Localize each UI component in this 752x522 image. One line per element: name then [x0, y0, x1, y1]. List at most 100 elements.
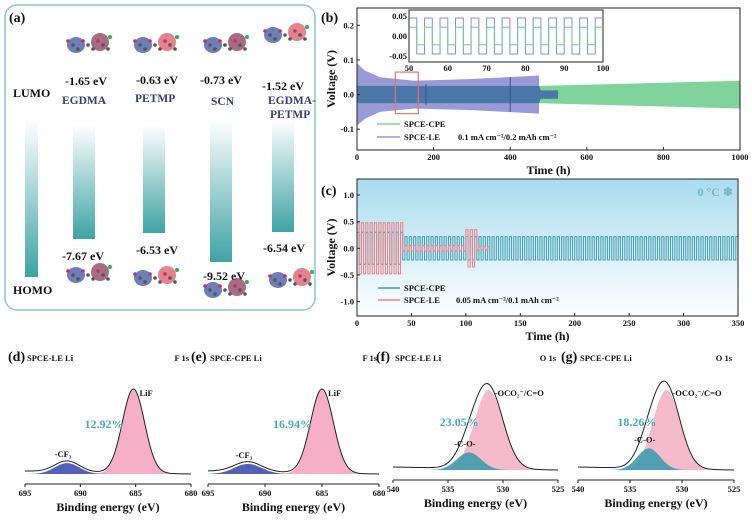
- orbital-lobe: [67, 267, 85, 283]
- atom: [293, 29, 297, 33]
- orbital-lobe: [204, 282, 222, 298]
- atom: [148, 272, 152, 276]
- orbital-lobe: [269, 272, 287, 288]
- y-tick-label: -1.0: [341, 297, 354, 307]
- x-axis-title: Binding energy (eV): [242, 500, 345, 514]
- inset-y-tick-label: -0.05: [389, 51, 407, 61]
- panel-label: (f): [376, 350, 390, 365]
- inset-series-line: [409, 17, 603, 55]
- peak-fit-area: [393, 452, 558, 470]
- atom: [278, 29, 282, 33]
- x-tick-label: 150: [514, 318, 527, 328]
- inset-series-line: [409, 26, 603, 46]
- atom: [308, 282, 312, 286]
- atom: [138, 276, 142, 280]
- atom: [91, 47, 95, 51]
- atom: [173, 47, 177, 51]
- atom: [243, 47, 247, 51]
- atom: [101, 273, 105, 277]
- x-tick-label: 50: [407, 318, 416, 328]
- x-tick-label: 690: [259, 488, 272, 498]
- atom: [238, 288, 242, 292]
- orbital-lobe: [228, 278, 246, 296]
- inset-x-tick-label: 90: [560, 63, 569, 73]
- atom: [168, 276, 172, 280]
- x-tick-label: 200: [427, 152, 440, 162]
- atom: [66, 269, 70, 273]
- y-tick-label: 0.5: [343, 217, 354, 227]
- inset-x-tick-label: 70: [482, 63, 491, 73]
- molecule-orbital-image: [133, 266, 179, 286]
- atom: [106, 277, 110, 281]
- panel-label: (c): [321, 184, 337, 199]
- orbital-lobe: [158, 33, 176, 51]
- legend-label: SPCE-LE: [404, 295, 440, 305]
- atom: [175, 35, 179, 39]
- x-axis-title: Binding energy (eV): [424, 496, 527, 510]
- x-axis-title: Binding energy (eV): [56, 500, 159, 514]
- inset-x-tick-label: 60: [444, 63, 453, 73]
- y-axis-title: Voltage (V): [324, 219, 338, 277]
- atom: [175, 268, 179, 272]
- percentage-label: 16.94%: [273, 417, 312, 431]
- core-level-label: O 1s: [716, 353, 733, 363]
- orbital-lobe: [91, 33, 109, 51]
- inset-y-tick-label: 0.00: [392, 31, 407, 41]
- peak-label: -C-O-: [634, 434, 655, 444]
- atom: [273, 278, 277, 282]
- inset-chart: 50 60 70 80 90 100 -0.05 0.00 0.05: [389, 9, 609, 73]
- atom: [305, 25, 309, 29]
- atom: [143, 47, 147, 51]
- panel-sample-title: SPCE-CPE Li: [580, 353, 632, 363]
- atom: [233, 284, 237, 288]
- x-tick-label: 525: [552, 484, 565, 494]
- atom: [158, 280, 162, 284]
- atom: [283, 274, 287, 278]
- raw-spectrum-line: [577, 380, 735, 471]
- percentage-label: 23.05%: [440, 415, 479, 429]
- x-tick-label: 695: [19, 488, 32, 498]
- atom: [245, 35, 249, 39]
- peak-label: LiF: [139, 388, 152, 398]
- percentage-label: 12.92%: [84, 417, 123, 431]
- condition-annotation: 0.1 mA cm⁻²/0.2 mAh cm⁻²: [458, 132, 557, 142]
- x-axis-title: Binding energy (eV): [604, 496, 707, 510]
- panel-sample-title: SPCE-LE Li: [395, 353, 442, 363]
- x-tick-label: 525: [728, 484, 741, 494]
- atom: [263, 29, 267, 33]
- molecule-orbital-image: [203, 33, 249, 53]
- atom: [310, 270, 314, 274]
- atom: [208, 288, 212, 292]
- panel-f-chart: 540 535 530 525 Binding energy (eV) (f) SPCE-L…: [376, 350, 564, 510]
- atom: [106, 47, 110, 51]
- y-tick-label: 0.1: [343, 55, 354, 65]
- molecule-name-scn: SCN: [211, 96, 235, 108]
- atom: [86, 43, 90, 47]
- atom: [138, 43, 142, 47]
- molecular-orbital-images: [66, 23, 314, 298]
- atom: [163, 39, 167, 43]
- molecule-name-egdma: EGDMA: [62, 95, 107, 107]
- atom: [298, 33, 302, 37]
- x-axis-title: Time (h): [525, 329, 569, 343]
- y-axis-title: Voltage (V): [324, 50, 338, 108]
- x-tick-label: 535: [442, 484, 455, 494]
- orbital-lobe: [228, 33, 246, 51]
- orbital-lobe: [288, 23, 306, 41]
- atom: [213, 47, 217, 51]
- atom: [86, 273, 90, 277]
- atom: [148, 39, 152, 43]
- peak-fit-area: [25, 463, 191, 474]
- atom: [96, 269, 100, 273]
- atom: [81, 269, 85, 273]
- atom: [228, 47, 232, 51]
- peak-fit-area: [208, 390, 379, 474]
- atom: [283, 33, 287, 37]
- molecule-orbital-image: [66, 263, 112, 283]
- panel-label: (d): [8, 350, 25, 365]
- atom: [273, 37, 277, 41]
- panel-c-chart: 0 50 100 150 200 250 300 350 -1.0 -0.5 0.0 0.5 1.0 Ti…: [321, 178, 744, 343]
- reference-energy-bar: [25, 120, 38, 277]
- molecule-name-egdma-petmp: EGDMA-: [268, 95, 316, 107]
